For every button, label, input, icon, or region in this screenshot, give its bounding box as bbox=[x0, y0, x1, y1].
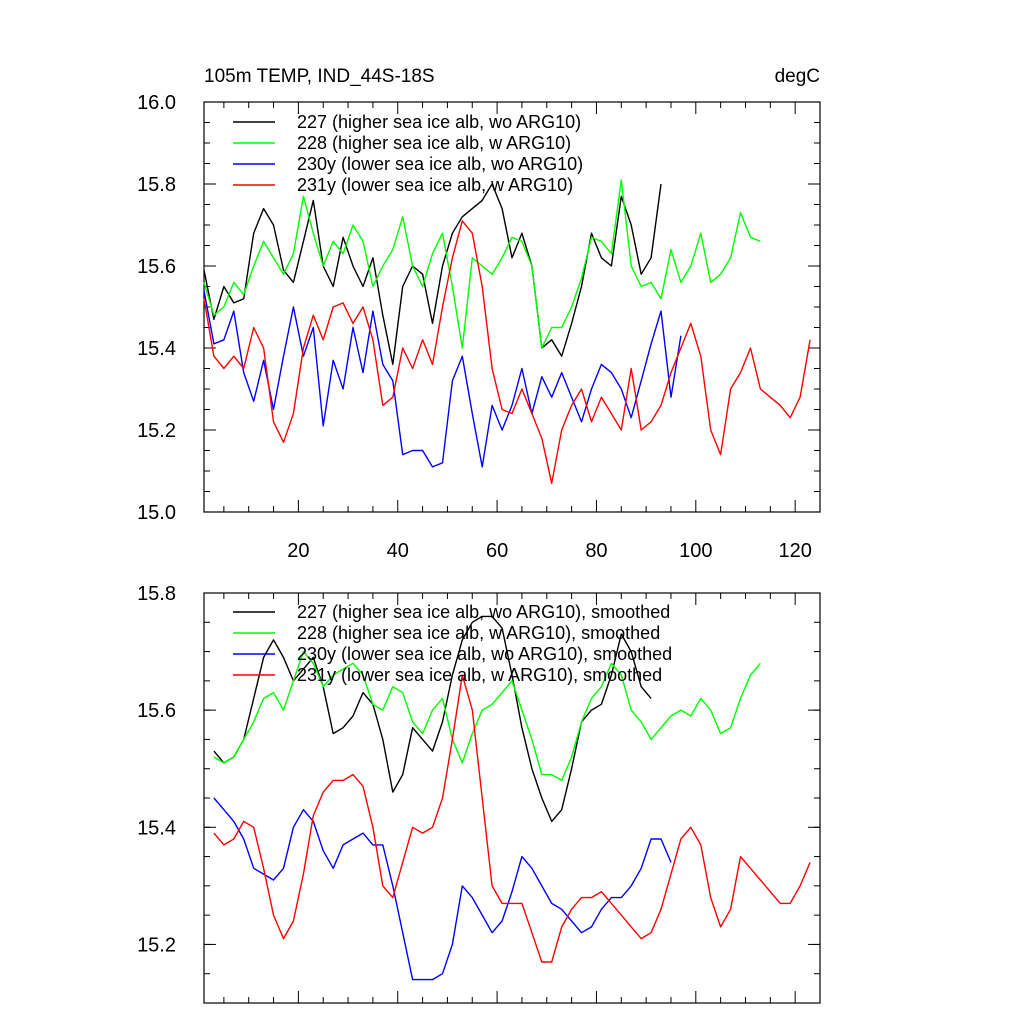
bottom-series-line-0 bbox=[213, 615, 652, 823]
bottom-axis-ticks bbox=[204, 592, 821, 1004]
top-y-tick-label: 15.0 bbox=[137, 502, 176, 524]
top-series-lines bbox=[203, 179, 811, 484]
bottom-series-lines bbox=[213, 615, 811, 981]
top-y-tick-label: 15.8 bbox=[137, 174, 176, 196]
bottom-series-line-3 bbox=[213, 674, 811, 963]
bottom-y-tick-label: 15.2 bbox=[137, 934, 176, 956]
bottom-legend-label-2: 230y (lower sea ice alb, wo ARG10), smoo… bbox=[297, 644, 672, 664]
top-y-tick-labels: 15.0 15.2 15.4 15.6 15.8 16.0 bbox=[137, 92, 176, 524]
top-y-tick-label: 15.6 bbox=[137, 256, 176, 278]
top-chart-title: 105m TEMP, IND_44S-18S bbox=[204, 66, 435, 87]
top-axis-ticks bbox=[204, 101, 821, 513]
bottom-series-line-2 bbox=[213, 797, 672, 981]
top-legend-label-0: 227 (higher sea ice alb, wo ARG10) bbox=[297, 112, 581, 132]
bottom-legend-label-0: 227 (higher sea ice alb, wo ARG10), smoo… bbox=[297, 602, 670, 622]
top-x-tick-label: 60 bbox=[486, 540, 508, 562]
bottom-y-tick-labels: 15.2 15.4 15.6 15.8 bbox=[137, 583, 176, 956]
bottom-legend: 227 (higher sea ice alb, wo ARG10), smoo… bbox=[233, 602, 672, 685]
top-x-tick-label: 100 bbox=[679, 540, 712, 562]
top-legend-label-1: 228 (higher sea ice alb, w ARG10) bbox=[297, 133, 571, 153]
bottom-legend-label-3: 231y (lower sea ice alb, w ARG10), smoot… bbox=[297, 665, 662, 685]
bottom-legend-label-1: 228 (higher sea ice alb, w ARG10), smoot… bbox=[297, 623, 660, 643]
bottom-y-tick-label: 15.8 bbox=[137, 583, 176, 605]
bottom-series-line-1 bbox=[213, 650, 761, 782]
top-y-tick-label: 15.4 bbox=[137, 338, 176, 360]
bottom-panel: 15.2 15.4 15.6 15.8 227 (higher sea ice alb… bbox=[137, 583, 821, 1004]
top-y-tick-label: 16.0 bbox=[137, 92, 176, 114]
top-y-tick-label: 15.2 bbox=[137, 420, 176, 442]
top-x-tick-labels: 20 40 60 80 100 120 bbox=[287, 540, 812, 562]
top-x-tick-label: 20 bbox=[287, 540, 309, 562]
bottom-y-tick-label: 15.6 bbox=[137, 700, 176, 722]
top-x-tick-label: 80 bbox=[585, 540, 607, 562]
top-legend: 227 (higher sea ice alb, wo ARG10)228 (h… bbox=[233, 112, 583, 195]
top-legend-label-2: 230y (lower sea ice alb, wo ARG10) bbox=[297, 154, 583, 174]
top-x-tick-label: 40 bbox=[387, 540, 409, 562]
top-series-line-2 bbox=[203, 290, 682, 468]
top-chart-units: degC bbox=[775, 66, 820, 87]
bottom-y-tick-label: 15.4 bbox=[137, 817, 176, 839]
top-x-tick-label: 120 bbox=[778, 540, 811, 562]
top-series-line-0 bbox=[203, 183, 662, 366]
top-panel: 105m TEMP, IND_44S-18S degC 15.0 15.2 15.4… bbox=[137, 66, 821, 562]
top-series-line-3 bbox=[203, 220, 811, 484]
top-series-line-1 bbox=[203, 179, 761, 349]
top-legend-label-3: 231y (lower sea ice alb, w ARG10) bbox=[297, 175, 573, 195]
